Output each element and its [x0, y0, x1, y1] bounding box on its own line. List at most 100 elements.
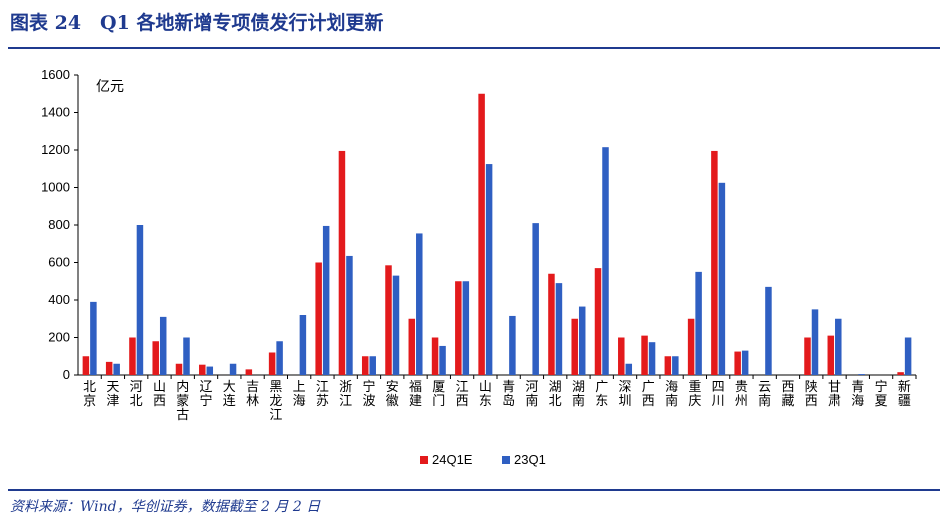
bar-23Q1-深圳	[625, 363, 633, 375]
category-label: 山西	[153, 380, 166, 409]
category-label: 新疆	[898, 379, 911, 409]
category-label: 四川	[712, 380, 725, 409]
category-label: 广东	[595, 380, 608, 409]
bar-23Q1-四川	[718, 182, 726, 375]
category-label: 青海	[851, 380, 864, 409]
bar-23Q1-天津	[113, 363, 120, 375]
y-tick-label: 0	[63, 367, 70, 382]
category-label: 江苏	[316, 380, 329, 409]
bar-23Q1-广西	[648, 342, 656, 375]
bar-24Q1E-贵州	[734, 351, 741, 375]
y-tick-label: 1600	[41, 67, 70, 82]
bar-24Q1E-海南	[664, 356, 672, 375]
category-label: 陕西	[805, 380, 818, 409]
bar-23Q1-福建	[416, 233, 423, 375]
category-label: 湖北	[549, 380, 562, 409]
y-tick-label: 1400	[41, 105, 70, 120]
category-label: 重庆	[688, 379, 701, 409]
bar-24Q1E-河北	[129, 337, 136, 375]
y-tick-label: 600	[48, 255, 70, 270]
bar-23Q1-新疆	[904, 337, 912, 375]
bar-23Q1-陕西	[811, 309, 819, 375]
y-tick-label: 800	[48, 217, 70, 232]
bar-24Q1E-厦门	[431, 337, 439, 375]
bar-23Q1-江苏	[322, 225, 330, 375]
bar-24Q1E-陕西	[804, 337, 811, 375]
category-label: 北京	[83, 380, 96, 409]
bar-23Q1-江西	[462, 281, 470, 375]
bar-23Q1-湖南	[578, 306, 586, 375]
bar-24Q1E-北京	[82, 356, 90, 375]
category-label: 上海	[293, 380, 306, 409]
bar-24Q1E-广西	[641, 335, 648, 375]
bar-23Q1-广东	[602, 147, 609, 375]
category-label: 甘肃	[828, 380, 841, 409]
bar-24Q1E-辽宁	[199, 364, 206, 375]
category-label: 青岛	[502, 380, 515, 409]
bar-24Q1E-湖南	[571, 318, 578, 375]
category-label: 内蒙古	[176, 379, 189, 423]
category-label: 深圳	[619, 380, 632, 409]
bar-24Q1E-浙江	[338, 150, 346, 375]
category-label: 厦门	[432, 380, 445, 409]
category-label: 广西	[642, 380, 655, 409]
category-label: 大连	[223, 380, 236, 409]
bar-24Q1E-江西	[455, 281, 462, 375]
category-label: 河南	[525, 380, 538, 409]
bar-24Q1E-山东	[478, 93, 485, 375]
bar-23Q1-北京	[90, 301, 97, 375]
chart-bars	[82, 93, 912, 375]
bar-23Q1-山西	[159, 316, 167, 375]
category-label: 江西	[456, 380, 469, 409]
bar-24Q1E-江苏	[315, 262, 322, 375]
bar-24Q1E-广东	[594, 268, 602, 375]
bar-23Q1-山东	[485, 164, 493, 375]
bar-24Q1E-深圳	[618, 337, 625, 375]
bar-24Q1E-黑龙江	[268, 352, 276, 375]
bar-23Q1-甘肃	[835, 318, 842, 375]
bar-23Q1-内蒙古	[183, 337, 190, 375]
bar-24Q1E-吉林	[245, 369, 253, 375]
chart-labels: 0 200 400 600 800 1000 1200 1400 1600 亿元北京天津河北山西内…	[41, 67, 911, 423]
bar-23Q1-上海	[299, 315, 307, 375]
bar-24Q1E-宁波	[361, 356, 369, 375]
bar-24Q1E-山西	[152, 341, 159, 375]
category-label: 天津	[106, 380, 119, 409]
bar-23Q1-大连	[229, 363, 237, 375]
bar-23Q1-海南	[672, 356, 679, 375]
category-label: 宁夏	[875, 379, 888, 409]
bar-24Q1E-福建	[408, 318, 416, 375]
bar-23Q1-浙江	[346, 255, 353, 375]
bar-23Q1-重庆	[695, 271, 702, 375]
title-rule	[8, 47, 940, 49]
figure-title: 图表 24 Q1 各地新增专项债发行计划更新	[10, 12, 384, 34]
category-label: 海南	[665, 380, 678, 409]
bar-23Q1-云南	[765, 286, 772, 375]
bar-23Q1-黑龙江	[276, 341, 283, 375]
bar-23Q1-宁波	[369, 356, 376, 375]
y-tick-label: 1200	[41, 142, 70, 157]
bar-24Q1E-安徽	[385, 265, 392, 375]
y-tick-label: 400	[48, 292, 70, 307]
bar-23Q1-河南	[532, 223, 539, 375]
category-label: 西藏	[781, 380, 794, 409]
category-label: 湖南	[572, 380, 585, 409]
bar-23Q1-青海	[858, 374, 865, 375]
bar-23Q1-青岛	[509, 315, 516, 375]
unit-label: 亿元	[96, 79, 124, 95]
bar-23Q1-辽宁	[206, 366, 214, 375]
bar-23Q1-湖北	[555, 283, 563, 375]
category-label: 安徽	[386, 380, 399, 409]
bar-24Q1E-天津	[105, 361, 113, 375]
bar-24Q1E-重庆	[687, 318, 695, 375]
bar-23Q1-厦门	[439, 345, 446, 375]
chart-axes	[74, 74, 917, 379]
bar-24Q1E-内蒙古	[175, 363, 183, 375]
category-label: 黑龙江	[269, 380, 282, 423]
legend-label: 23Q1	[514, 452, 546, 467]
y-tick-label: 200	[48, 330, 70, 345]
category-label: 宁波	[362, 379, 375, 409]
category-label: 辽宁	[200, 380, 213, 409]
bar-23Q1-贵州	[741, 350, 749, 375]
bar-24Q1E-湖北	[548, 273, 555, 375]
